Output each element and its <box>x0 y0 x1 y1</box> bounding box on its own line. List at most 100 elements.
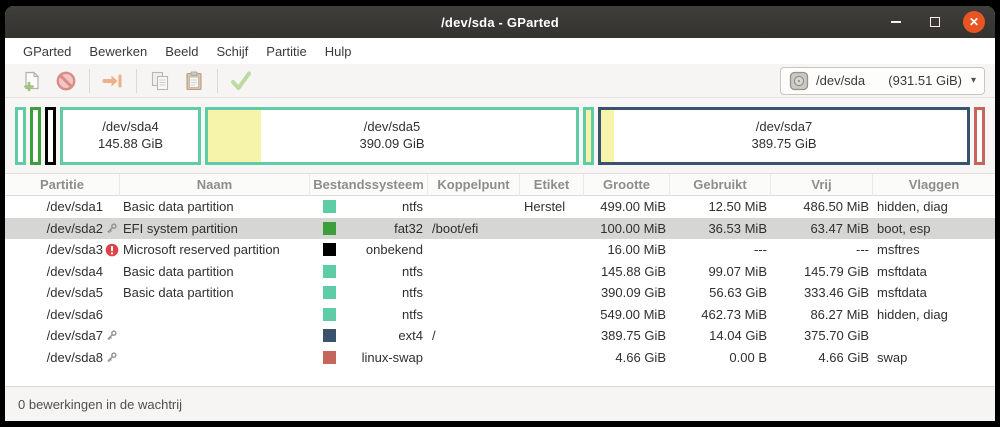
partition-free: 145.79 GiB <box>803 263 869 279</box>
column-header-gebruikt[interactable]: Gebruikt <box>670 174 771 196</box>
chevron-down-icon: ▾ <box>970 75 976 86</box>
partition-used: 36.53 MiB <box>708 220 767 236</box>
used-space-indicator <box>208 109 262 162</box>
partition-flags: swap <box>877 349 908 365</box>
titlebar[interactable]: /dev/sda - GParted ✕ <box>5 6 995 38</box>
resize-move-icon <box>102 74 122 87</box>
disk-segment-sda3[interactable] <box>45 106 56 165</box>
disk-segment-sda4[interactable]: /dev/sda4 145.88 GiB <box>60 106 201 165</box>
toolbar-separator <box>136 68 137 93</box>
key-icon <box>103 350 120 365</box>
table-row[interactable]: /dev/sda3 Microsoft reserved partition o… <box>5 239 995 261</box>
partition-used: 56.63 GiB <box>709 285 767 301</box>
partition-name: Microsoft reserved partition <box>123 242 280 258</box>
disk-segment-sda1[interactable] <box>15 106 26 165</box>
disk-visual-bar: /dev/sda4 145.88 GiB /dev/sda5 390.09 Gi… <box>5 98 995 174</box>
used-space-indicator <box>601 109 615 162</box>
filesystem-color-swatch <box>323 221 336 235</box>
column-header-vrij[interactable]: Vrij <box>771 174 873 196</box>
partition-table: Partitie Naam Bestandssysteem Koppelpunt… <box>5 174 995 386</box>
apply-all-operations-button[interactable] <box>224 67 258 95</box>
filesystem-color-swatch <box>323 350 336 364</box>
menu-bewerken[interactable]: Bewerken <box>89 43 148 59</box>
disk-segment-sda5[interactable]: /dev/sda5 390.09 GiB <box>205 106 579 165</box>
partition-device: /dev/sda4 <box>46 263 103 279</box>
minimize-button[interactable] <box>885 11 907 33</box>
table-row[interactable]: /dev/sda8 linux-swap 4.66 GiB 0.00 B 4.6… <box>5 347 995 369</box>
key-icon <box>103 221 120 236</box>
segment-label: /dev/sda7 389.75 GiB <box>751 119 817 151</box>
partition-size: 549.00 MiB <box>600 306 666 322</box>
table-row[interactable]: /dev/sda6 ntfs 549.00 MiB 462.73 MiB 86.… <box>5 304 995 326</box>
mountpoint: /boot/efi <box>432 220 479 236</box>
partition-label: Herstel <box>524 199 566 215</box>
paste-partition-button[interactable] <box>177 67 211 95</box>
table-row[interactable]: /dev/sda4 Basic data partition ntfs 145.… <box>5 261 995 283</box>
disk-segment-sda2[interactable] <box>30 106 41 165</box>
device-selector[interactable]: /dev/sda (931.51 GiB) ▾ <box>780 66 985 95</box>
used-space-indicator <box>586 109 591 162</box>
partition-free: --- <box>856 242 869 258</box>
menu-beeld[interactable]: Beeld <box>165 43 199 59</box>
key-icon <box>103 328 120 343</box>
partition-free: 4.66 GiB <box>818 349 869 365</box>
column-header-vlaggen[interactable]: Vlaggen <box>908 177 960 192</box>
filesystem-color-swatch <box>323 307 336 321</box>
partition-flags: msftdata <box>877 285 927 301</box>
column-header-bestandssysteem[interactable]: Bestandssysteem <box>310 174 428 196</box>
table-header-row: Partitie Naam Bestandssysteem Koppelpunt… <box>5 174 995 196</box>
icon-slot <box>103 307 120 322</box>
minimize-icon <box>891 21 901 23</box>
column-header-etiket[interactable]: Etiket <box>520 174 584 196</box>
segment-label: /dev/sda4 145.88 GiB <box>97 119 164 151</box>
filesystem-color-swatch <box>323 243 336 257</box>
window-title: /dev/sda - GParted <box>441 14 559 30</box>
disk-segment-sda7[interactable]: /dev/sda7 389.75 GiB <box>598 106 970 165</box>
filesystem-type: fat32 <box>394 220 423 236</box>
menu-hulp[interactable]: Hulp <box>324 43 352 59</box>
delete-partition-button[interactable] <box>49 67 83 95</box>
pending-operations-text: 0 bewerkingen in de wachtrij <box>18 396 183 412</box>
partition-flags: hidden, diag <box>877 306 948 322</box>
new-partition-button[interactable] <box>15 67 49 95</box>
column-header-naam[interactable]: Naam <box>120 174 310 196</box>
filesystem-color-swatch <box>323 264 336 278</box>
table-row[interactable]: /dev/sda5 Basic data partition ntfs 390.… <box>5 282 995 304</box>
partition-size: 145.88 GiB <box>600 263 666 279</box>
resize-move-partition-button[interactable] <box>96 67 130 95</box>
menubar: GParted Bewerken Beeld Schijf Partitie H… <box>5 38 995 64</box>
partition-name: Basic data partition <box>123 199 234 215</box>
partition-device: /dev/sda8 <box>46 349 103 365</box>
table-row[interactable]: /dev/sda1 Basic data partition ntfs Hers… <box>5 196 995 218</box>
partition-flags: msftres <box>877 242 920 258</box>
toolbar: /dev/sda (931.51 GiB) ▾ <box>5 64 995 98</box>
table-row-selected[interactable]: /dev/sda2 EFI system partition fat32 /bo… <box>5 217 995 239</box>
icon-slot <box>103 264 120 279</box>
filesystem-color-swatch <box>323 286 336 300</box>
filesystem-type: onbekend <box>365 242 423 258</box>
menu-gparted[interactable]: GParted <box>23 43 72 59</box>
partition-free: 86.27 MiB <box>810 306 869 322</box>
icon-slot <box>103 199 120 214</box>
menu-schijf[interactable]: Schijf <box>216 43 249 59</box>
disk-segment-sda8[interactable] <box>974 106 985 165</box>
mountpoint: / <box>432 328 436 344</box>
disk-segment-sda6[interactable] <box>583 106 594 165</box>
copy-partition-button[interactable] <box>143 67 177 95</box>
filesystem-type: ntfs <box>402 263 423 279</box>
partition-size: 389.75 GiB <box>600 328 666 344</box>
table-row[interactable]: /dev/sda7 ext4 / 389.75 GiB 14.04 GiB 37… <box>5 325 995 347</box>
menu-partitie[interactable]: Partitie <box>266 43 307 59</box>
partition-size: 16.00 MiB <box>607 242 666 258</box>
filesystem-type: ntfs <box>402 285 423 301</box>
column-header-koppelpunt[interactable]: Koppelpunt <box>428 174 520 196</box>
segment-label: /dev/sda5 390.09 GiB <box>359 119 425 151</box>
partition-free: 375.70 GiB <box>803 328 869 344</box>
partition-size: 390.09 GiB <box>600 285 666 301</box>
column-header-partitie[interactable]: Partitie <box>5 174 120 196</box>
partition-device: /dev/sda7 <box>46 328 103 344</box>
maximize-button[interactable] <box>924 11 946 33</box>
toolbar-separator <box>89 68 90 93</box>
close-button[interactable]: ✕ <box>963 11 985 33</box>
column-header-grootte[interactable]: Grootte <box>584 174 670 196</box>
